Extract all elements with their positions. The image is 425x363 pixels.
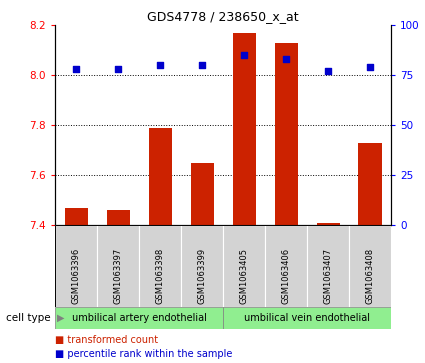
Bar xyxy=(317,223,340,225)
Text: GSM1063406: GSM1063406 xyxy=(282,248,291,304)
Text: ■ transformed count: ■ transformed count xyxy=(55,335,159,345)
Bar xyxy=(55,307,223,329)
Point xyxy=(199,62,206,68)
Bar xyxy=(55,225,97,307)
Bar xyxy=(307,225,349,307)
Bar xyxy=(223,307,391,329)
Text: ▶: ▶ xyxy=(57,313,65,323)
Bar xyxy=(223,225,265,307)
Bar xyxy=(275,43,298,225)
Bar xyxy=(65,208,88,225)
Bar xyxy=(149,128,172,225)
Text: ■ percentile rank within the sample: ■ percentile rank within the sample xyxy=(55,349,232,359)
Bar xyxy=(190,163,214,225)
Text: GSM1063398: GSM1063398 xyxy=(156,248,164,304)
Point xyxy=(283,56,289,62)
Bar xyxy=(107,210,130,225)
Point xyxy=(367,65,374,70)
Bar xyxy=(265,225,307,307)
Point xyxy=(157,62,164,68)
Bar xyxy=(232,33,256,225)
Title: GDS4778 / 238650_x_at: GDS4778 / 238650_x_at xyxy=(147,10,299,23)
Bar xyxy=(358,143,382,225)
Text: cell type: cell type xyxy=(6,313,51,323)
Text: GSM1063408: GSM1063408 xyxy=(366,248,374,304)
Bar xyxy=(349,225,391,307)
Point xyxy=(241,52,247,58)
Text: GSM1063399: GSM1063399 xyxy=(198,248,207,304)
Point xyxy=(73,66,79,72)
Bar xyxy=(97,225,139,307)
Text: GSM1063405: GSM1063405 xyxy=(240,248,249,304)
Text: GSM1063397: GSM1063397 xyxy=(114,248,123,304)
Text: umbilical vein endothelial: umbilical vein endothelial xyxy=(244,313,370,323)
Point xyxy=(115,66,122,72)
Point xyxy=(325,68,332,74)
Text: umbilical artery endothelial: umbilical artery endothelial xyxy=(72,313,207,323)
Text: GSM1063407: GSM1063407 xyxy=(323,248,332,304)
Text: GSM1063396: GSM1063396 xyxy=(72,248,81,304)
Bar xyxy=(181,225,223,307)
Bar xyxy=(139,225,181,307)
